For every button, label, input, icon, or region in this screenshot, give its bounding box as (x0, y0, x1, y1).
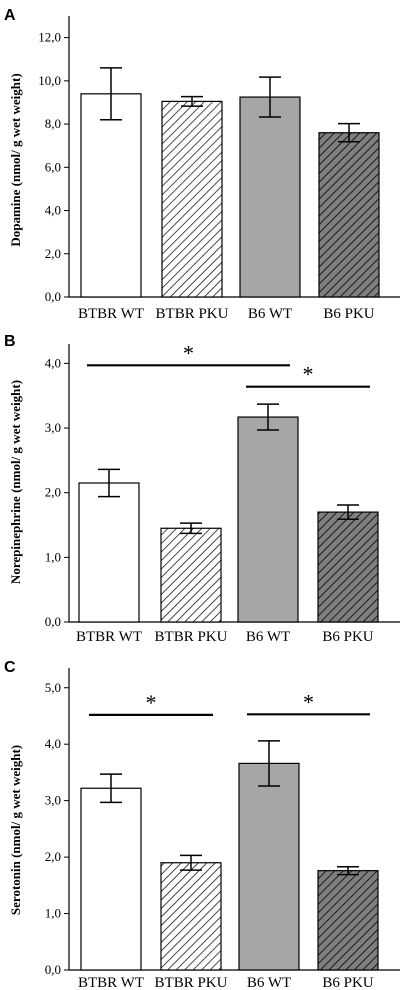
panel-a-y-tick-label: 10,0 (38, 73, 61, 88)
panel-c-error-bar (100, 773, 122, 804)
panel-c-category-label: B6 WT (247, 975, 291, 990)
panel-letter-a: A (4, 7, 16, 24)
panel-a-bar-b6-wt (239, 96, 301, 298)
panel-c-error-bar (258, 740, 280, 787)
panel-a-y-tick-label: 0,0 (45, 289, 61, 304)
panel-c-y-tick-label: 1,0 (45, 906, 61, 921)
panel-b-y-axis-label: Norepinephrine (nmol/ g wet weight) (8, 380, 23, 584)
panel-c-error-bar (337, 865, 359, 876)
panel-a-bar-btbr-pku (161, 100, 223, 298)
panel-b-bar-btbr-pku (160, 527, 222, 623)
panel-b-category-label: BTBR PKU (155, 629, 228, 645)
panel-a-error-bar (259, 76, 281, 118)
panel-b-bar-btbr-wt (78, 482, 140, 623)
panel-a-category-label: B6 PKU (323, 306, 374, 322)
panel-b-y-tick-label: 3,0 (45, 420, 61, 435)
panel-c-y-tick-label: 3,0 (45, 793, 61, 808)
panel-c-category-label: BTBR PKU (155, 975, 228, 990)
panel-b-y-tick-label: 1,0 (45, 549, 61, 564)
panel-letter-b: B (4, 333, 16, 350)
panel-b-bar-b6-wt (237, 416, 299, 623)
panel-c-y-tick-label: 0,0 (45, 962, 61, 977)
panel-b-bar-b6-pku (317, 511, 379, 623)
panel-a-bar-btbr-wt (80, 93, 142, 298)
panel-b-category-label: B6 PKU (322, 629, 373, 645)
panel-c-bar-b6-wt (238, 762, 300, 971)
panel-a-y-tick-label: 8,0 (45, 116, 61, 131)
panel-b-y-tick-label: 4,0 (45, 355, 61, 370)
panel-a-y-tick-label: 4,0 (45, 203, 61, 218)
panel-a-category-label: BTBR WT (78, 306, 144, 322)
panel-c-serotonin-chart: C Serotonin (nmol/ g wet weight) 0,0 1,0 2… (4, 659, 400, 990)
panel-c-bar-b6-pku (317, 870, 379, 971)
panel-a-y-tick-label: 6,0 (45, 159, 61, 174)
panel-a-y-tick-label: 12,0 (38, 30, 61, 45)
panel-b-category-label: B6 WT (246, 629, 290, 645)
panel-b-norepinephrine-chart: B Norepinephrine (nmol/ g wet weight) 0,… (4, 333, 400, 645)
panel-c-category-label: BTBR WT (78, 975, 144, 990)
panel-b-error-bar (337, 504, 359, 520)
panel-c-y-tick-label: 5,0 (45, 680, 61, 695)
panel-a-category-label: B6 WT (248, 306, 292, 322)
panel-c-error-bar (180, 854, 202, 871)
panel-c-y-axis-label: Serotonin (nmol/ g wet weight) (8, 745, 23, 915)
panel-a-error-bar (338, 122, 360, 143)
panel-c-category-label: B6 PKU (322, 975, 373, 990)
panel-c-significance-star: * (303, 689, 314, 714)
panel-c-bar-btbr-wt (80, 787, 142, 971)
panel-b-error-bar (257, 403, 279, 431)
panel-a-bar-b6-pku (318, 132, 380, 298)
panel-c-y-tick-label: 4,0 (45, 736, 61, 751)
panel-a-error-bar (181, 95, 203, 107)
panel-c-bar-btbr-pku (160, 862, 222, 971)
panel-a-y-tick-label: 2,0 (45, 246, 61, 261)
panel-b-y-tick-label: 0,0 (45, 614, 61, 629)
panel-a-dopamine-chart: A Dopamine (nmol/ g wet weight) 0,0 2,0 4,… (4, 7, 400, 322)
panel-c-y-tick-label: 2,0 (45, 849, 61, 864)
panel-b-significance-star: * (183, 340, 194, 365)
panel-b-significance-star: * (303, 362, 314, 387)
panel-b-error-bar (98, 468, 120, 498)
panel-a-error-bar (100, 67, 122, 121)
panel-a-category-label: BTBR PKU (156, 306, 229, 322)
panel-letter-c: C (4, 659, 16, 676)
panel-b-error-bar (180, 522, 202, 535)
panel-a-y-axis-label: Dopamine (nmol/ g wet weight) (8, 73, 23, 246)
panel-b-category-label: BTBR WT (76, 629, 142, 645)
panel-c-significance-star: * (146, 690, 157, 715)
panel-b-y-tick-label: 2,0 (45, 485, 61, 500)
